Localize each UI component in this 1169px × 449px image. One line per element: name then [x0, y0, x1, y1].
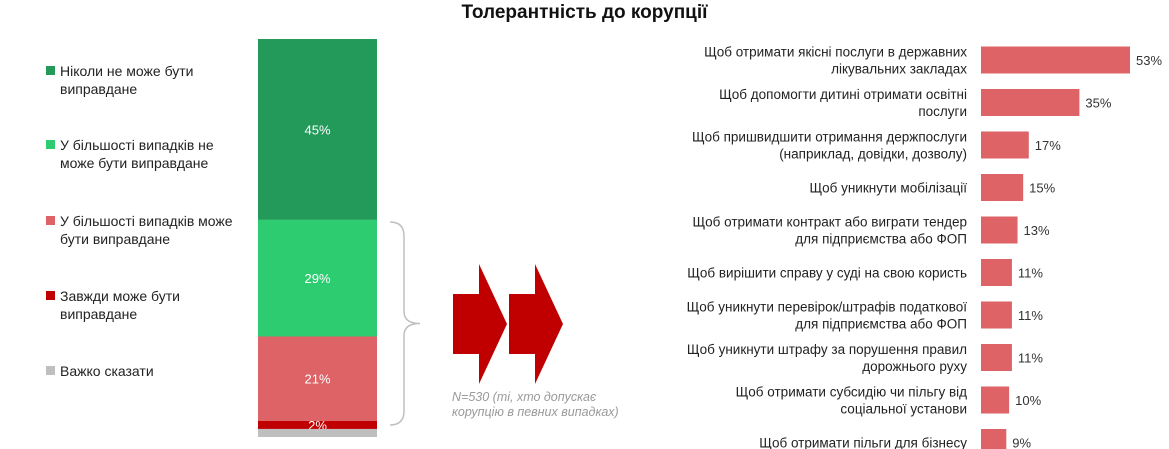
- legend-swatch: [46, 366, 55, 375]
- bar-value-label: 13%: [1024, 223, 1050, 238]
- bar-value-label: 11%: [1018, 308, 1043, 323]
- bar: [981, 131, 1029, 159]
- stacked-segment: [258, 428, 377, 437]
- bar: [981, 46, 1130, 74]
- arrow-icon: [453, 264, 507, 384]
- legend-item: Важко сказати: [46, 362, 256, 380]
- category-label: Щоб отримати якісні послуги в державних л…: [704, 45, 967, 77]
- bar-value-label: 17%: [1035, 138, 1061, 153]
- legend-item: У більшості випадків може бути виправдане: [46, 212, 256, 248]
- bar: [981, 174, 1024, 201]
- sample-note: N=530 (ті, хто допускає корупцію в певни…: [452, 390, 619, 419]
- arrow-icon: [509, 264, 563, 384]
- legend-item: Завжди може бути виправдане: [46, 287, 256, 323]
- legend-label: Ніколи не може бути виправдане: [60, 63, 194, 97]
- category-label: Щоб отримати пільги для бізнесу: [759, 436, 967, 449]
- category-label: Щоб пришвидшити отримання держпослуги (на…: [692, 130, 967, 162]
- bar-value-label: 9%: [1012, 436, 1031, 449]
- legend-item: Ніколи не може бути виправдане: [46, 62, 256, 98]
- bracket: [389, 221, 421, 426]
- legend-label: У більшості випадків не може бути виправд…: [60, 137, 214, 171]
- bar-value-label: 35%: [1085, 96, 1111, 111]
- category-label: Щоб уникнути перевірок/штрафів податково…: [687, 300, 968, 332]
- stacked-segment: [258, 420, 377, 429]
- bar: [981, 429, 1007, 449]
- legend-swatch: [46, 291, 55, 300]
- stacked-segment: [258, 39, 377, 220]
- legend-item: У більшості випадків не може бути виправд…: [46, 136, 256, 172]
- category-label: Щоб отримати субсидію чи пільгу від соціа…: [736, 385, 967, 417]
- category-label: Щоб уникнути штрафу за порушення правил д…: [687, 342, 967, 374]
- stacked-segment-label: 45%: [304, 122, 330, 137]
- legend-swatch: [46, 216, 55, 225]
- bar: [981, 216, 1018, 244]
- legend-label: Важко сказати: [60, 363, 154, 379]
- bar-value-label: 10%: [1015, 393, 1041, 408]
- stacked-segment-label: 29%: [304, 271, 330, 286]
- legend-swatch: [46, 140, 55, 149]
- bar-value-label: 11%: [1018, 266, 1043, 281]
- stacked-segment: [258, 219, 377, 337]
- stacked-segment-label: 21%: [304, 372, 330, 387]
- legend-swatch: [46, 66, 55, 75]
- category-label: Щоб допомогти дитині отримати освітні пос…: [719, 87, 967, 119]
- legend-label: У більшості випадків може бути виправдане: [60, 213, 233, 247]
- category-label: Щоб вирішити справу у суді на свою корис…: [687, 266, 967, 281]
- bar: [981, 301, 1012, 329]
- bar: [981, 386, 1010, 414]
- legend-label: Завжди може бути виправдане: [60, 288, 181, 322]
- bar: [981, 259, 1012, 286]
- bar-value-label: 53%: [1136, 53, 1162, 68]
- bar-value-label: 11%: [1018, 351, 1043, 366]
- chart-title: Толерантність до корупції: [461, 2, 708, 23]
- category-label: Щоб уникнути мобілізації: [809, 181, 967, 196]
- category-label: Щоб отримати контракт або виграти тендер…: [693, 215, 968, 247]
- bar: [981, 89, 1080, 116]
- bar-value-label: 15%: [1029, 181, 1055, 196]
- bar: [981, 344, 1012, 371]
- stacked-segment: [258, 336, 377, 421]
